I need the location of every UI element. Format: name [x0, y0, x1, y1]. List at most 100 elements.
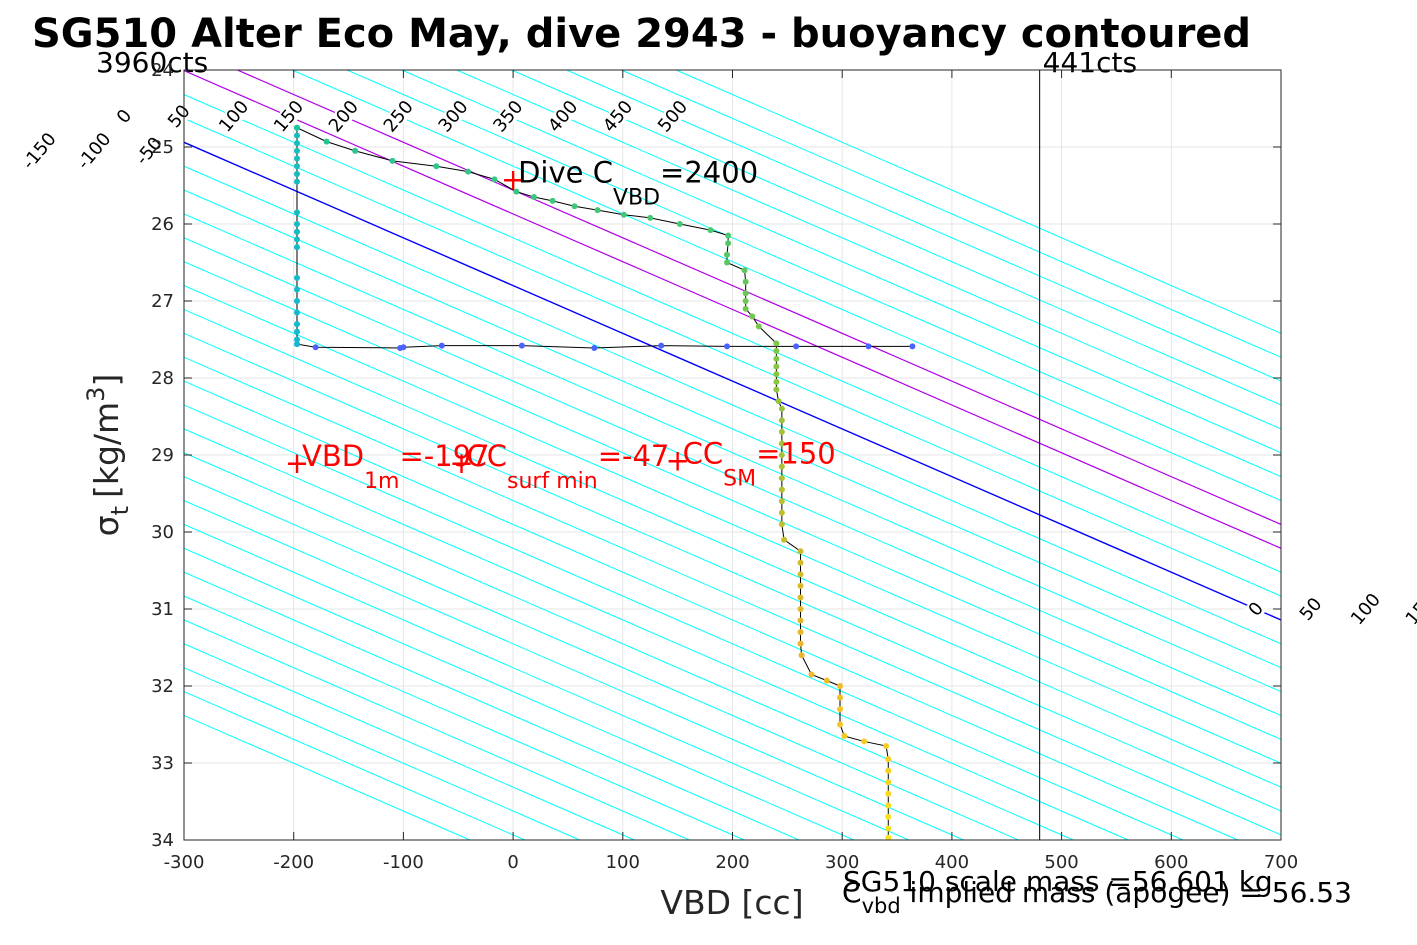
data-point [293, 286, 300, 293]
data-point [594, 207, 601, 214]
contour-label-bg [20, 131, 58, 171]
contour-line [566, 70, 1281, 382]
data-point [293, 274, 300, 281]
x-axis-label: VBD [cc] [660, 883, 803, 922]
data-point [293, 336, 300, 343]
svg-text:σt[kg/m3]: σt [kg/m3] [82, 374, 134, 537]
data-point [293, 124, 300, 131]
y-tick-label: 27 [151, 291, 174, 312]
contour-line [184, 643, 635, 840]
data-point [885, 802, 892, 809]
contour-line [184, 619, 690, 840]
contour-label-bg [489, 96, 527, 136]
contour-line [511, 70, 1281, 406]
data-point [885, 767, 892, 774]
contour-line [184, 213, 1281, 693]
data-point [778, 417, 785, 424]
contour-line [184, 404, 1184, 840]
data-point [491, 176, 498, 183]
cvbd-main: C [842, 876, 862, 909]
data-point [293, 309, 300, 316]
data-point [909, 343, 916, 350]
y-label-close: ] [87, 374, 126, 387]
data-point [885, 779, 892, 786]
axis-ticks: -300 -200 -100 0 100 200 300 400 500 600 700 24 25 26… [151, 60, 1298, 873]
data-point [591, 344, 598, 351]
data-point [518, 342, 525, 349]
data-point [797, 548, 804, 555]
marker-label-main: VBD [302, 439, 364, 473]
data-point [865, 343, 872, 350]
data-point [773, 355, 780, 362]
marker-cross: + [665, 444, 689, 478]
data-point [773, 386, 780, 393]
y-label-sigma: σ [87, 515, 126, 536]
data-point [724, 343, 731, 350]
data-point [808, 671, 815, 678]
marker-label-sub: surf min [507, 469, 598, 494]
data-point [885, 834, 892, 840]
max-vbd-label: 441cts [1043, 46, 1137, 79]
y-tick-label: 29 [151, 445, 174, 466]
data-point [883, 743, 890, 750]
contour-line [184, 308, 1281, 788]
x-tick-label: 600 [1154, 852, 1188, 873]
contour-line [184, 523, 909, 840]
contour-label-bg [599, 96, 637, 136]
contour-line [184, 189, 1281, 669]
data-point [773, 371, 780, 378]
contour-label-bg [270, 96, 308, 136]
scale-mass-text: SG510 scale mass =56.601 kg [843, 865, 1273, 898]
vbd-limit-lines: 3960cts 441cts [96, 46, 1137, 840]
contour-line [292, 70, 1281, 502]
data-point [885, 756, 892, 763]
data-point [742, 278, 749, 285]
contour-label-bg [1237, 589, 1275, 629]
data-point [571, 203, 578, 210]
contour-label-bg [324, 96, 362, 136]
data-point [676, 221, 683, 227]
contour-label-bg [544, 96, 582, 136]
contour-line [346, 70, 1281, 478]
y-tick-label: 34 [151, 830, 174, 851]
data-point [742, 305, 749, 312]
contour-label-bg [1401, 589, 1417, 629]
contour-label: 100 [1347, 589, 1385, 629]
data-point [775, 398, 782, 405]
data-point [778, 428, 785, 435]
data-point [293, 244, 300, 251]
y-tick-label: 28 [151, 368, 174, 389]
marker-label-value: =-197 [400, 439, 490, 473]
data-point [293, 140, 300, 147]
data-point [841, 733, 848, 740]
contour-line [184, 691, 525, 840]
data-point [725, 232, 732, 239]
x-tick-label: 200 [715, 852, 749, 873]
data-point [885, 813, 892, 820]
contour-line [621, 70, 1281, 358]
data-point [293, 147, 300, 154]
y-tick-label: 33 [151, 753, 174, 774]
data-point [513, 188, 520, 195]
contour-label-bg [160, 96, 198, 136]
marker-label-main: CC [467, 439, 508, 473]
y-label-sup: 3 [82, 387, 110, 402]
data-point [823, 677, 830, 684]
data-point [707, 227, 714, 234]
contour-label: 150 [1402, 589, 1417, 629]
contour-line [184, 237, 1281, 717]
data-point [797, 594, 804, 601]
data-point [793, 343, 800, 350]
data-point [293, 328, 300, 335]
marker-label: Dive CVBD=2400 [518, 156, 758, 211]
marker-cross: + [501, 163, 525, 197]
data-point [293, 132, 300, 139]
data-point [778, 486, 785, 493]
data-point [749, 313, 756, 320]
contour-label-bg [215, 96, 253, 136]
data-point [400, 344, 407, 351]
contour-label-bg [130, 131, 168, 171]
contour-line [184, 571, 800, 840]
data-point [742, 298, 749, 304]
contour-line [184, 70, 1281, 549]
